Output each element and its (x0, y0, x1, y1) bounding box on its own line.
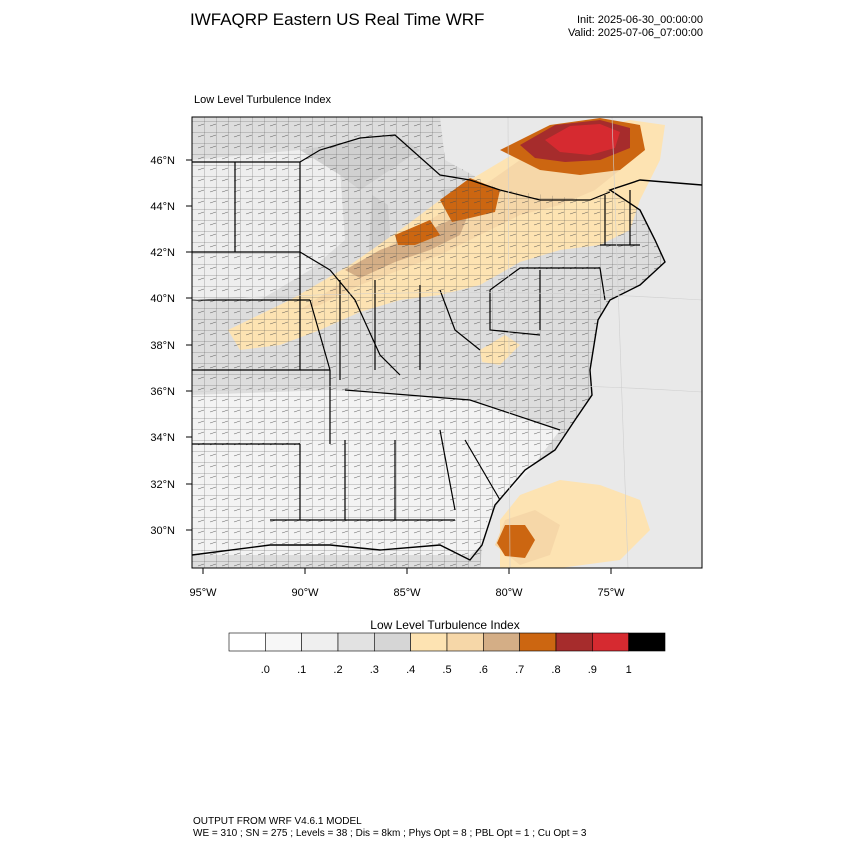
colorbar (228, 632, 666, 652)
colorbar-swatch (519, 632, 557, 652)
lon-tick-label: 85°W (393, 587, 421, 599)
colorbar-swatch (228, 632, 266, 652)
map-field (192, 117, 702, 568)
lon-tick-label: 95°W (189, 587, 217, 599)
colorbar-level-label: .9 (588, 664, 597, 676)
lon-tick-label: 75°W (597, 587, 625, 599)
valid-time: Valid: 2025-07-06_07:00:00 (568, 27, 703, 39)
colorbar-swatch (301, 632, 339, 652)
model-info: OUTPUT FROM WRF V4.6.1 MODEL (193, 816, 362, 827)
lat-tick-label: 36°N (150, 386, 175, 398)
colorbar-level-label: .5 (442, 664, 451, 676)
init-time: Init: 2025-06-30_00:00:00 (577, 14, 703, 26)
turbulence-core-red (545, 124, 620, 155)
longitude-ticks: 95°W 90°W 85°W 80°W 75°W (189, 568, 625, 599)
colorbar-level-label: .6 (479, 664, 488, 676)
colorbar-swatch (337, 632, 375, 652)
lat-tick-label: 34°N (150, 432, 175, 444)
colorbar-swatch (483, 632, 520, 652)
lon-tick-label: 80°W (495, 587, 523, 599)
colorbar-title: Low Level Turbulence Index (370, 618, 520, 632)
colorbar-level-label: .7 (515, 664, 524, 676)
lat-tick-label: 32°N (150, 479, 175, 491)
plot-label: Low Level Turbulence Index (194, 94, 331, 106)
lat-tick-label: 40°N (150, 293, 175, 305)
lat-tick-label: 38°N (150, 340, 175, 352)
colorbar-level-label: .2 (333, 664, 342, 676)
map-frame (191, 116, 703, 569)
coastline (192, 179, 702, 561)
graticule (192, 117, 702, 568)
international-border (299, 134, 611, 201)
lat-tick-label: 42°N (150, 247, 175, 259)
colorbar-swatch (374, 632, 411, 652)
lon-tick-label: 90°W (291, 587, 319, 599)
turbulence-core-orange (395, 118, 645, 558)
lat-tick-label: 44°N (150, 201, 175, 213)
model-settings: WE = 310 ; SN = 275 ; Levels = 38 ; Dis … (193, 828, 587, 839)
state-borders (192, 161, 640, 521)
colorbar-level-label: .0 (261, 664, 270, 676)
latitude-ticks: 46°N 44°N 42°N 40°N 38°N 36°N 34°N 32°N 30°N (150, 155, 192, 537)
colorbar-labels: .0 .1 .2 .3 .4 .5 .6 .7 .8 .9 1 (261, 664, 632, 676)
colorbar-swatch (555, 632, 593, 652)
lat-tick-label: 30°N (150, 525, 175, 537)
plot-title: IWFAQRP Eastern US Real Time WRF (190, 10, 485, 29)
colorbar-swatch (446, 632, 484, 652)
colorbar-level-label: 1 (626, 664, 632, 676)
colorbar-level-label: .4 (406, 664, 415, 676)
colorbar-level-label: .8 (551, 664, 560, 676)
colorbar-swatch (265, 632, 302, 652)
colorbar-swatch (592, 632, 629, 652)
colorbar-swatch (410, 632, 448, 652)
colorbar-level-label: .3 (370, 664, 379, 676)
lat-tick-label: 46°N (150, 155, 175, 167)
colorbar-level-label: .1 (297, 664, 306, 676)
colorbar-swatch (628, 632, 666, 652)
